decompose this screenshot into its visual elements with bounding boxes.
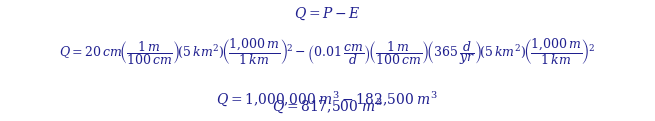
Text: $Q = 1{,}000{,}000\;m^3 - 182{,}500\;m^3$: $Q = 1{,}000{,}000\;m^3 - 182{,}500\;m^3… <box>216 90 439 108</box>
Text: $Q = 20\,cm\!\left(\dfrac{1\,m}{100\,cm}\right)\!\left(5\,km^2\right)\!\left(\df: $Q = 20\,cm\!\left(\dfrac{1\,m}{100\,cm}… <box>60 36 595 67</box>
Text: $Q = 817{,}500\;m^3$: $Q = 817{,}500\;m^3$ <box>272 96 383 115</box>
Text: $Q = P - E$: $Q = P - E$ <box>294 6 361 22</box>
